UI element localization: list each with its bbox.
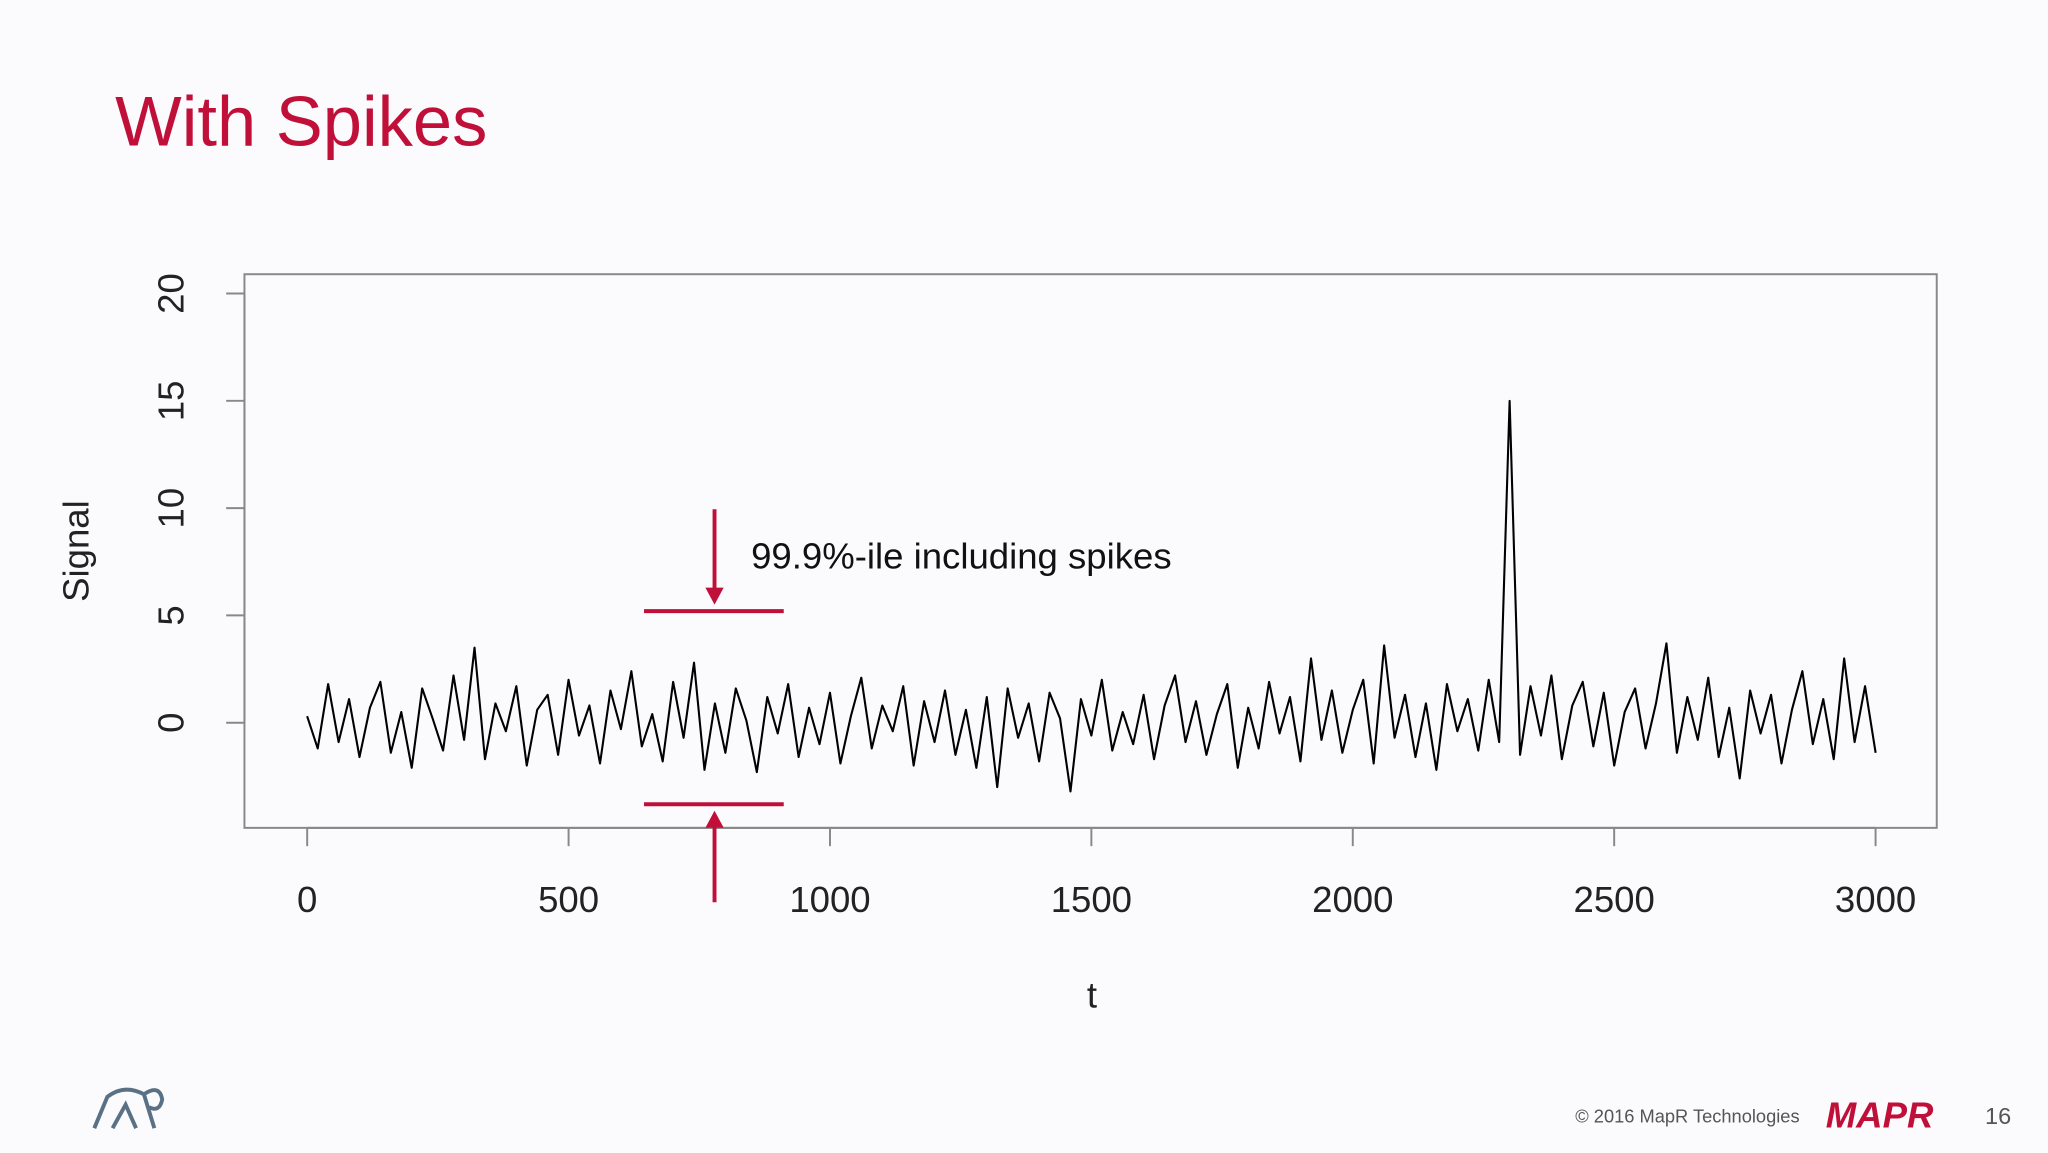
y-tick-label: 0 xyxy=(151,713,192,733)
y-tick-label: 20 xyxy=(151,273,192,314)
x-tick-label: 500 xyxy=(538,879,599,920)
brand: MAPR xyxy=(1826,1094,1934,1135)
x-tick-label: 3000 xyxy=(1835,879,1916,920)
signal-line xyxy=(306,399,1877,793)
x-tick-label: 2000 xyxy=(1312,879,1393,920)
y-axis-label: Signal xyxy=(55,500,96,602)
copyright: © 2016 MapR Technologies xyxy=(1575,1106,1799,1127)
slide-title: With Spikes xyxy=(115,81,487,160)
x-tick-label: 0 xyxy=(297,879,317,920)
x-tick-label: 1000 xyxy=(789,879,870,920)
y-tick-label: 10 xyxy=(151,488,192,529)
x-tick-label: 1500 xyxy=(1051,879,1132,920)
annotation-text: 99.9%-ile including spikes xyxy=(751,536,1172,577)
y-tick-label: 15 xyxy=(151,380,192,421)
logo xyxy=(92,1087,165,1130)
arrow-up-head xyxy=(705,810,724,828)
x-tick-label: 2500 xyxy=(1574,879,1655,920)
x-axis-label: t xyxy=(1087,974,1097,1015)
y-tick-label: 5 xyxy=(151,605,192,625)
page-number: 16 xyxy=(1985,1103,2011,1129)
arrow-down-head xyxy=(705,587,724,605)
